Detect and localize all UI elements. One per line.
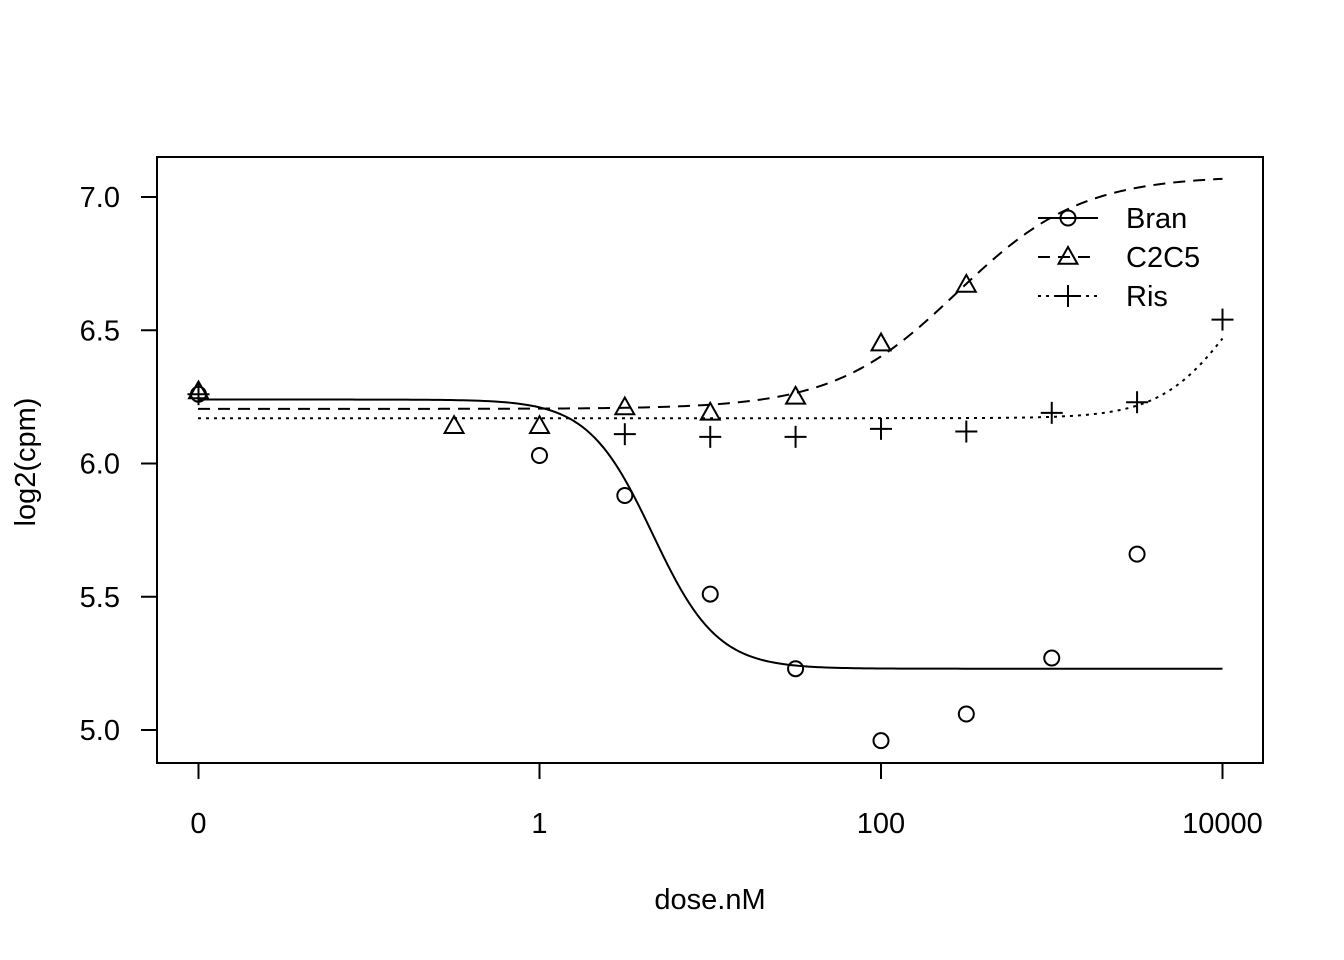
y-tick-label: 6.0 [80,449,120,481]
point-c2c5 [869,331,893,352]
point-ris [187,383,210,406]
point-ris [1211,308,1234,331]
fit-curve-bran [198,398,1223,670]
plot-frame [156,156,1264,764]
fit-curve-ris [198,337,1224,420]
point-c2c5 [528,414,551,434]
point-bran [787,660,805,678]
point-ris [613,423,636,446]
x-axis: 0 1 100 10000 [190,762,1263,840]
x-tick-label: 0 [190,808,206,840]
fit-curves [198,177,1224,670]
point-c2c5 [613,395,636,416]
point-ris [870,417,892,440]
point-c2c5 [442,414,466,434]
x-axis-title: dose.nM [654,884,765,916]
data-points [187,272,1234,750]
x-tick-label: 100 [857,808,905,840]
legend-label-c2c5: C2C5 [1126,242,1200,274]
y-axis: 5.0 5.5 6.0 6.5 7.0 [80,182,158,747]
point-bran [957,705,975,723]
legend-marker-ris [1057,285,1079,307]
legend-marker-bran [1059,209,1077,227]
y-tick-label: 7.0 [80,182,120,214]
point-ris [784,425,807,448]
x-tick-label: 10000 [1182,808,1263,840]
legend-label-ris: Ris [1126,281,1168,313]
point-bran [701,585,719,603]
y-axis-title: log2(cpm) [10,398,42,527]
y-tick-label: 5.0 [80,715,120,747]
point-bran [872,732,890,750]
y-tick-label: 5.5 [80,582,120,614]
fit-curve-c2c5 [198,177,1223,410]
y-tick-label: 6.5 [80,315,120,347]
point-ris [699,425,722,448]
point-ris [1126,391,1149,414]
x-tick-label: 1 [531,808,547,840]
legend-marker-c2c5 [1056,244,1080,265]
point-bran [616,486,634,504]
point-bran [531,447,548,465]
point-bran [1128,545,1146,563]
point-ris [955,420,978,443]
point-bran [1043,649,1061,667]
point-c2c5 [784,384,807,405]
point-ris [1040,401,1063,424]
legend-label-bran: Bran [1126,203,1187,235]
point-c2c5 [699,400,722,421]
point-c2c5 [955,272,978,293]
legend: Bran C2C5 Ris [1038,203,1200,313]
